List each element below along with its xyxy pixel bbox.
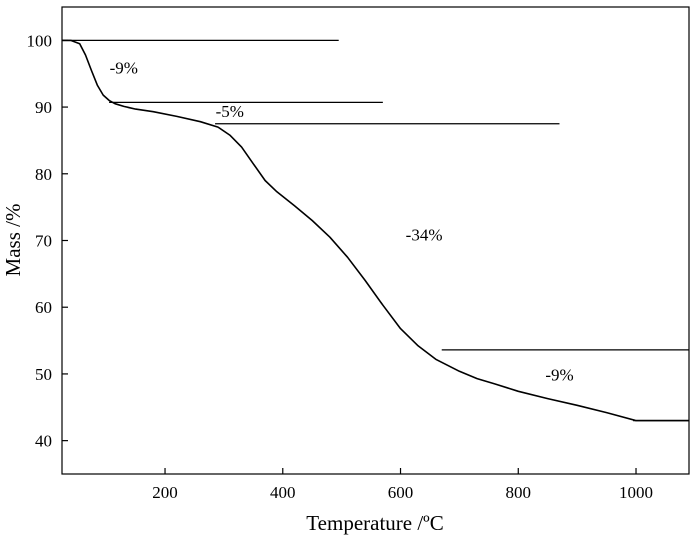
mass-loss-annotation: -9% <box>545 366 573 385</box>
y-tick-label: 80 <box>35 165 52 184</box>
y-tick-label: 90 <box>35 98 52 117</box>
y-tick-label: 40 <box>35 432 52 451</box>
y-tick-label: 60 <box>35 298 52 317</box>
y-tick-label: 100 <box>27 31 53 50</box>
x-tick-label: 400 <box>270 483 296 502</box>
annotations: -9% -5% -34% -9% <box>110 59 574 385</box>
mass-loss-curve <box>62 39 689 422</box>
mass-loss-annotation: -9% <box>110 59 138 78</box>
x-tick-label: 600 <box>388 483 414 502</box>
y-tick-label: 50 <box>35 365 52 384</box>
x-tick-label: 800 <box>506 483 532 502</box>
y-tick-label: 70 <box>35 232 52 251</box>
reference-lines <box>62 39 689 422</box>
x-tick-label: 1000 <box>619 483 653 502</box>
axis-ticks: 200 400 600 800 1000 40 50 60 70 80 90 100 <box>27 31 654 502</box>
plot-frame <box>61 6 690 475</box>
mass-loss-annotation: -5% <box>216 102 244 121</box>
y-axis-title: Mass /% <box>1 204 25 277</box>
x-tick-label: 200 <box>152 483 178 502</box>
mass-loss-annotation: -34% <box>406 226 443 245</box>
x-axis-title: Temperature /ºC <box>306 511 443 535</box>
